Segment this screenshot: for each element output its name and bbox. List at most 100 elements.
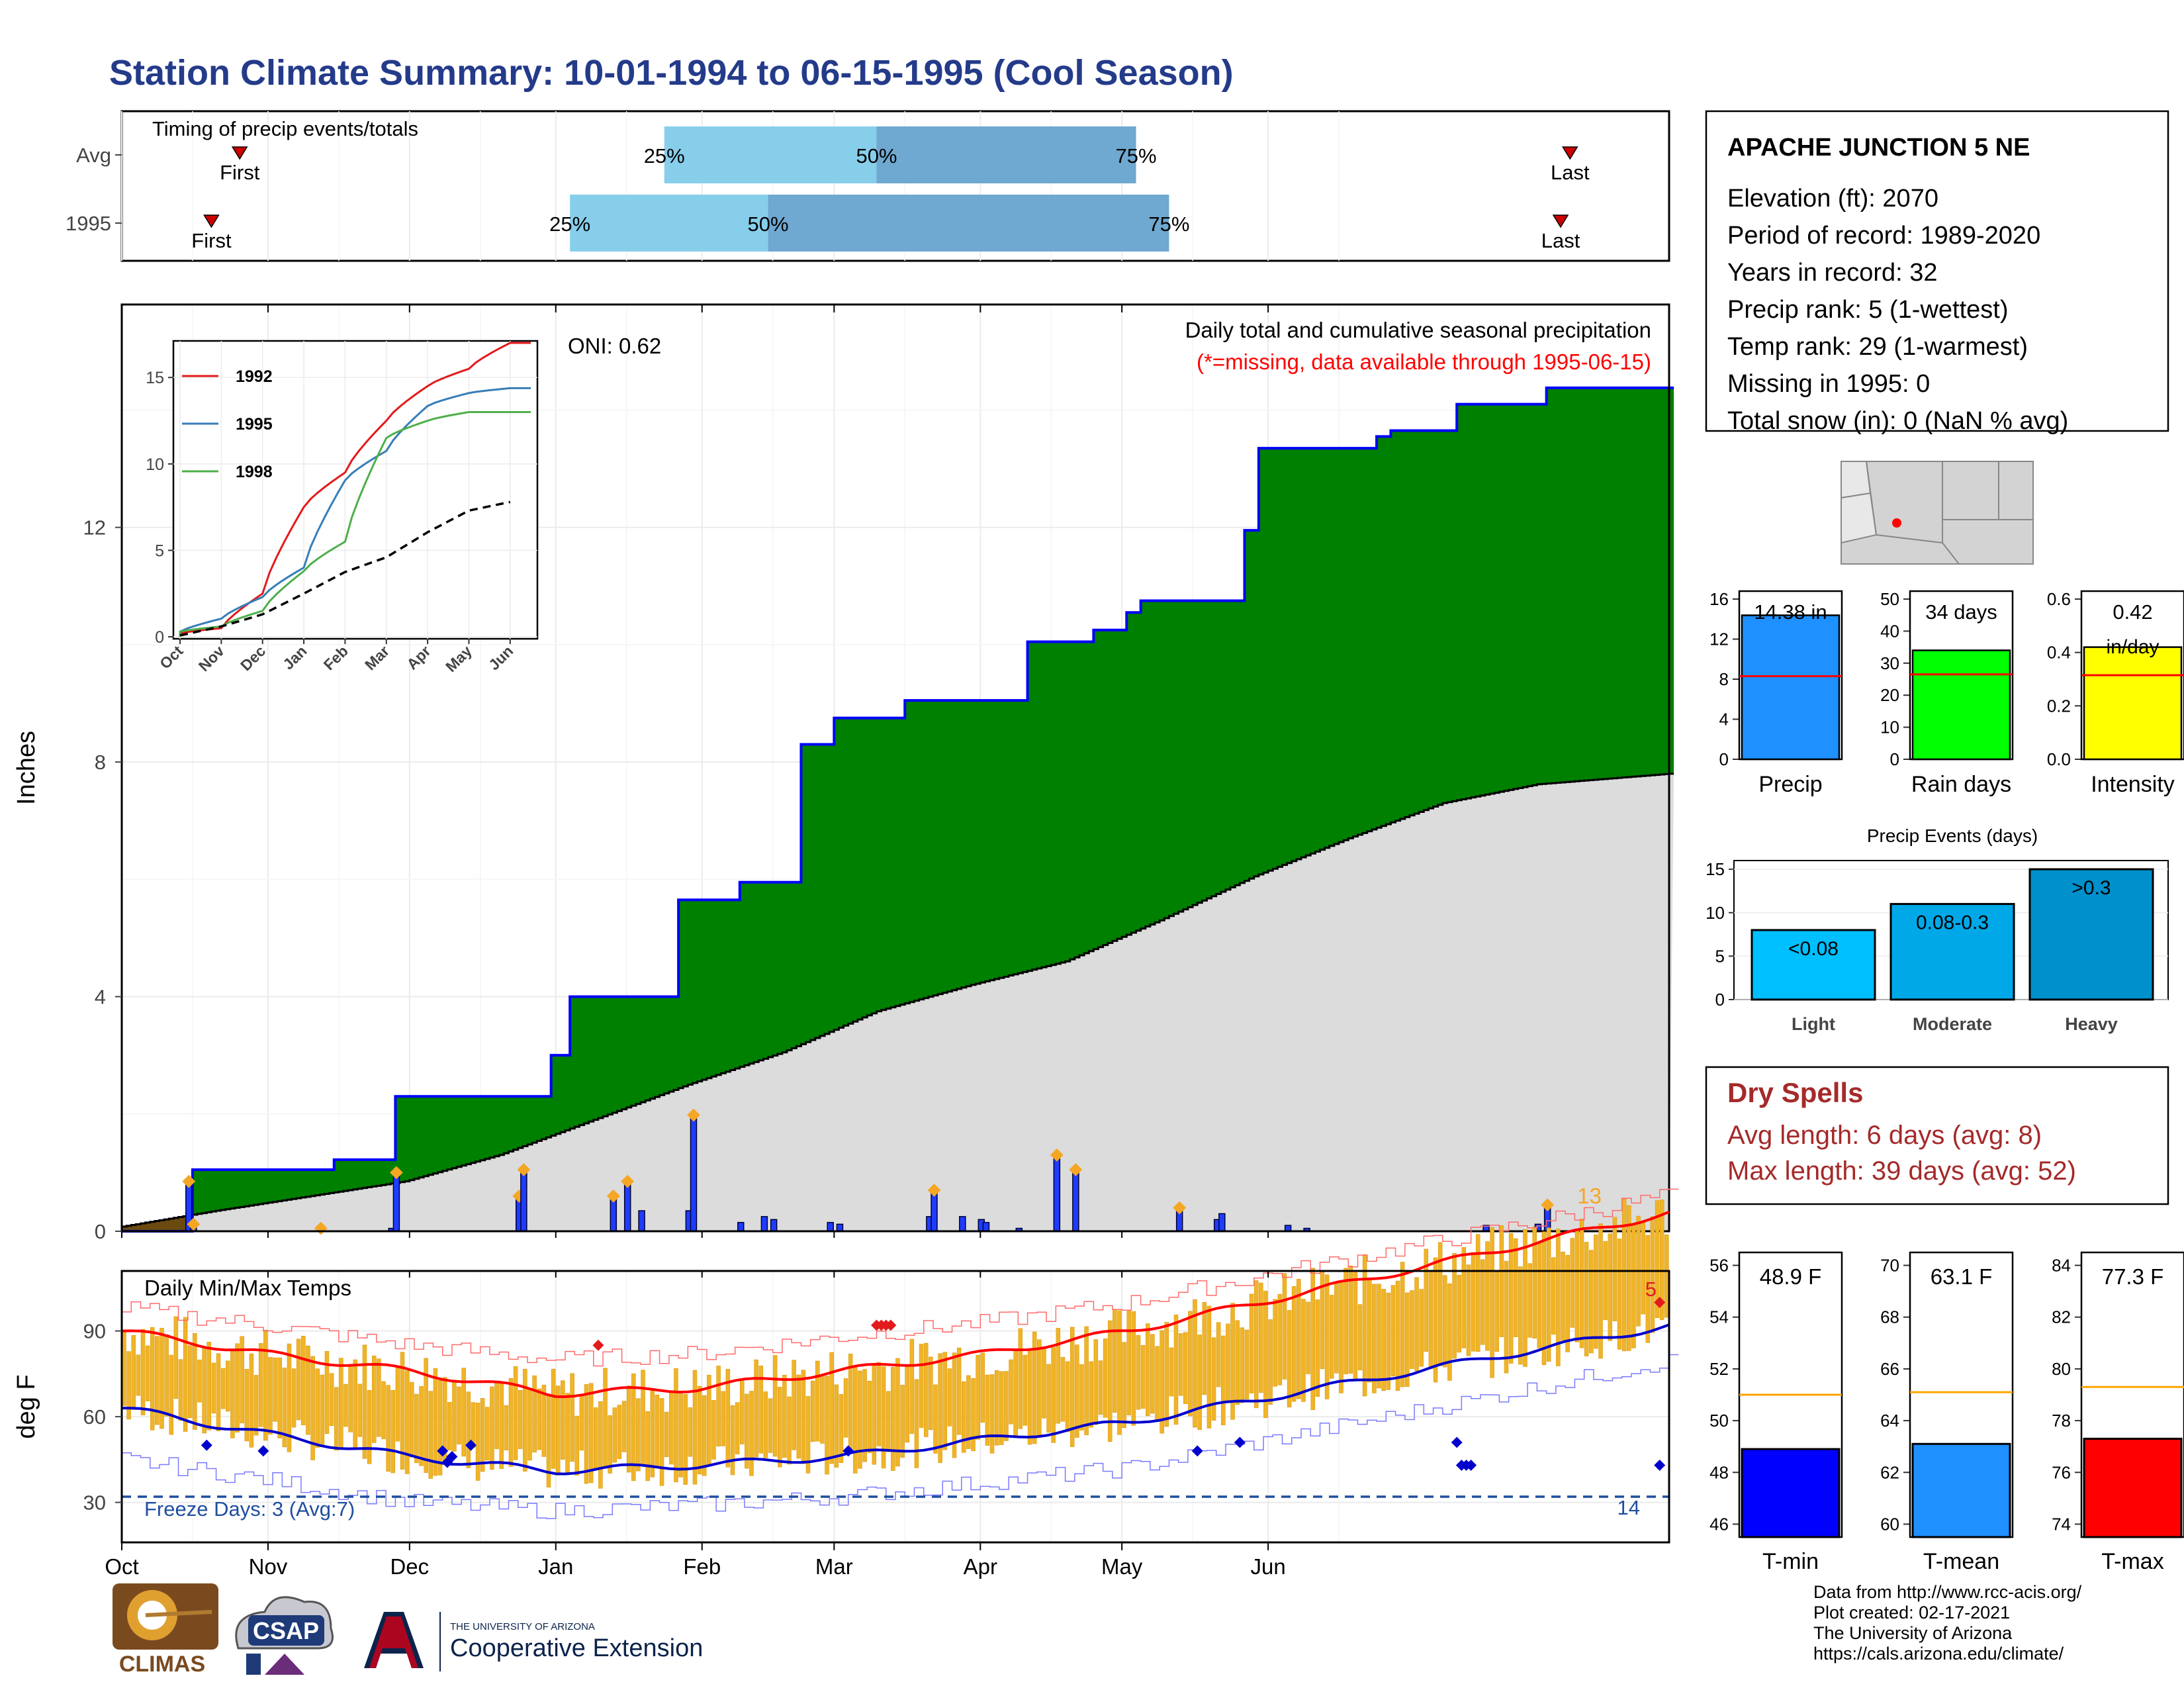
record-max-line bbox=[122, 1188, 1679, 1367]
daily-temp-bar bbox=[136, 1354, 141, 1396]
temperature-summary-bars: 46 48 50 52 54 56 48.9 F T-min 60 62 64 66 68 70 63.1 … bbox=[1709, 1251, 2184, 1574]
daily-temp-bar bbox=[692, 1370, 698, 1485]
daily-temp-bar bbox=[173, 1316, 179, 1399]
daily-temp-bar bbox=[1324, 1274, 1330, 1399]
daily-temp-bar bbox=[683, 1394, 688, 1485]
timing-marker-label: Last bbox=[1551, 161, 1590, 184]
daily-temp-bar bbox=[942, 1352, 948, 1450]
dry-spells-max: Max length: 39 days (avg: 52) bbox=[1727, 1156, 2076, 1186]
daily-temp-bar bbox=[1627, 1205, 1631, 1351]
daily-temp-bar bbox=[1301, 1299, 1306, 1402]
percentile-label: 25% bbox=[644, 144, 685, 167]
daily-temp-bar bbox=[768, 1398, 773, 1453]
daily-temp-bar bbox=[914, 1379, 919, 1468]
below-average-area bbox=[122, 1215, 193, 1231]
cumulative-1995-line bbox=[122, 386, 1674, 1233]
daily-temp-bar bbox=[357, 1383, 363, 1437]
daily-temp-bar bbox=[1494, 1272, 1499, 1352]
percentile-label: 75% bbox=[1148, 212, 1189, 236]
average-cumulative-line bbox=[122, 773, 1674, 1228]
daily-temp-bar bbox=[1131, 1311, 1136, 1426]
events-bar bbox=[1751, 929, 1876, 1001]
daily-temp-bar bbox=[621, 1401, 627, 1452]
average-min-line bbox=[121, 1323, 1670, 1476]
daily-temp-bar bbox=[400, 1352, 405, 1470]
daily-temp-bar bbox=[905, 1366, 909, 1443]
y-tick-label: 0 bbox=[1890, 749, 1899, 769]
daily-temp-bar bbox=[1240, 1327, 1245, 1403]
timing-row-label: 1995 bbox=[66, 212, 111, 235]
events-bar bbox=[2028, 868, 2154, 1001]
daily-temp-bar bbox=[244, 1369, 250, 1442]
daily-temp-bar bbox=[1608, 1233, 1613, 1341]
daily-temp-bar bbox=[688, 1407, 693, 1457]
temp-bar-value bbox=[1911, 1442, 2011, 1538]
precip-event-marker bbox=[187, 1217, 201, 1231]
daily-temp-bar bbox=[1334, 1283, 1339, 1374]
precip-ylabel: Inches bbox=[13, 731, 40, 805]
daily-temp-bar bbox=[1004, 1371, 1009, 1441]
y-tick-label: 30 bbox=[83, 1491, 106, 1515]
daily-temp-bar bbox=[772, 1355, 778, 1457]
credit-line: Plot created: 02-17-2021 bbox=[1813, 1603, 2011, 1622]
daily-temp-bar bbox=[1419, 1289, 1424, 1367]
daily-temp-bar bbox=[664, 1411, 669, 1458]
daily-temp-bar bbox=[1574, 1231, 1580, 1342]
precip-event-marker bbox=[687, 1108, 700, 1122]
events-title: Precip Events (days) bbox=[1867, 825, 2038, 846]
daily-temp-bar bbox=[226, 1360, 230, 1412]
events-category-label: Moderate bbox=[1913, 1014, 1992, 1034]
daily-temp-bar bbox=[980, 1352, 985, 1423]
daily-temp-bar bbox=[386, 1385, 390, 1472]
daily-precip-bar bbox=[623, 1180, 631, 1232]
y-tick-label: 12 bbox=[83, 516, 106, 539]
daily-temp-bar bbox=[796, 1374, 801, 1459]
daily-temp-bar bbox=[1089, 1361, 1093, 1428]
y-tick-label: 40 bbox=[1880, 621, 1899, 641]
precip-event-marker bbox=[927, 1184, 941, 1197]
y-tick-label: 52 bbox=[1709, 1359, 1729, 1379]
y-tick-label: 62 bbox=[1880, 1462, 1899, 1482]
daily-temp-bar bbox=[1655, 1200, 1660, 1319]
daily-temp-bar bbox=[1310, 1268, 1315, 1411]
daily-temp-bar bbox=[1297, 1279, 1301, 1399]
x-tick-label: May bbox=[1101, 1554, 1143, 1579]
daily-temp-bar bbox=[952, 1352, 957, 1458]
daily-temp-bar bbox=[362, 1344, 367, 1459]
daily-temp-bar bbox=[1485, 1241, 1490, 1351]
daily-temp-bar bbox=[485, 1407, 490, 1461]
timing-bar-25-50 bbox=[664, 126, 877, 183]
y-tick-label: 15 bbox=[146, 369, 164, 387]
daily-temp-bar bbox=[513, 1366, 518, 1460]
daily-temp-bar bbox=[310, 1356, 315, 1460]
y-tick-label: 60 bbox=[83, 1405, 106, 1429]
daily-temp-bar bbox=[1216, 1322, 1221, 1387]
daily-temp-bar bbox=[1414, 1277, 1419, 1372]
daily-temp-bar bbox=[631, 1373, 636, 1481]
inset-series-1995 bbox=[179, 387, 531, 637]
daily-temp-bar bbox=[1561, 1251, 1565, 1341]
daily-temp-bar bbox=[164, 1334, 169, 1417]
daily-temp-bar bbox=[725, 1369, 731, 1468]
daily-temp-bar bbox=[1065, 1361, 1070, 1432]
daily-temp-bar bbox=[929, 1356, 933, 1430]
daily-precip-bar bbox=[836, 1223, 844, 1232]
daily-temp-bar bbox=[1518, 1266, 1523, 1365]
locator-map bbox=[1841, 461, 2034, 565]
daily-temp-bar bbox=[735, 1402, 740, 1454]
daily-temp-bar bbox=[1428, 1270, 1433, 1370]
record-low-marker bbox=[1451, 1436, 1463, 1448]
svg-text:CSAP: CSAP bbox=[253, 1617, 319, 1644]
daily-temp-bar bbox=[1504, 1260, 1509, 1374]
y-tick-label: 10 bbox=[146, 455, 164, 474]
daily-temp-bar bbox=[594, 1407, 598, 1469]
daily-temp-bar bbox=[1565, 1254, 1570, 1352]
daily-temp-bar bbox=[527, 1389, 532, 1461]
daily-temp-bar bbox=[499, 1383, 504, 1470]
daily-temp-bar bbox=[1362, 1254, 1367, 1397]
daily-temp-bar bbox=[291, 1368, 296, 1428]
daily-temp-bar bbox=[617, 1405, 622, 1460]
dry-spells-title: Dry Spells bbox=[1727, 1077, 1863, 1108]
daily-temp-bar bbox=[1037, 1339, 1042, 1436]
daily-temp-bar bbox=[1461, 1247, 1467, 1348]
